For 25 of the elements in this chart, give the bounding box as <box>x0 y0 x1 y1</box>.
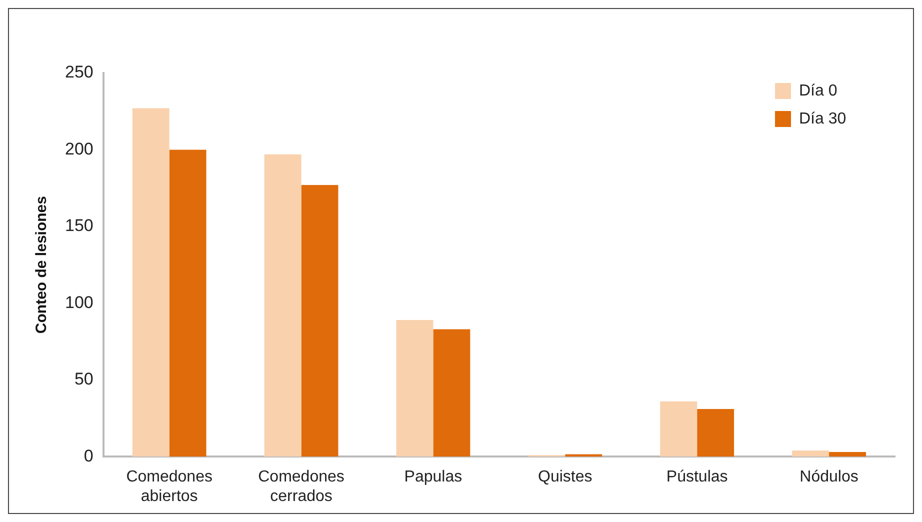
y-tick-label: 150 <box>64 216 94 236</box>
y-tick-label: 50 <box>74 370 94 389</box>
x-tick-label: Papulas <box>404 468 462 486</box>
bar <box>697 409 734 457</box>
y-tick-label: 250 <box>64 62 94 82</box>
x-tick-label: Pústulas <box>666 468 728 486</box>
legend-label: Día 30 <box>799 110 846 128</box>
bar <box>433 329 470 457</box>
y-tick-label: 200 <box>64 139 94 158</box>
bar <box>660 401 698 457</box>
legend-label: Día 0 <box>799 82 838 100</box>
bar <box>396 320 434 457</box>
x-tick-label: Comedones cerrados <box>258 468 344 505</box>
x-tick-label: Quistes <box>538 468 592 486</box>
y-axis-title: Conteo de lesiones <box>33 196 50 334</box>
y-tick-label: 100 <box>64 292 94 312</box>
bar <box>301 185 338 457</box>
x-tick-label: Nódulos <box>800 468 858 486</box>
bar <box>132 108 170 457</box>
bar <box>264 154 302 457</box>
x-tick-label: Comedones abiertos <box>126 468 212 505</box>
y-tick-label: 0 <box>84 446 94 466</box>
bar <box>792 450 830 457</box>
bar <box>169 150 206 457</box>
bar <box>829 452 866 457</box>
